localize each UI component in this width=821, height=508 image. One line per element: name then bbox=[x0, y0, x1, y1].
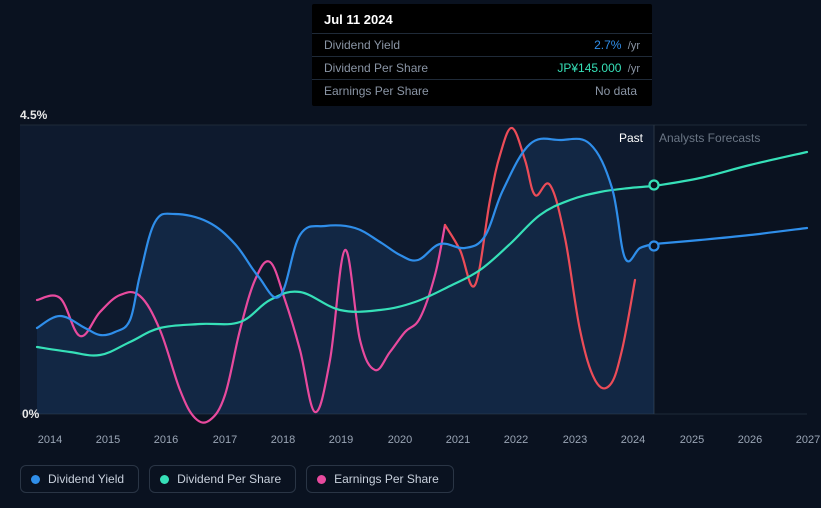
x-tick-label: 2027 bbox=[796, 434, 820, 446]
legend-label: Dividend Per Share bbox=[177, 472, 281, 486]
chart-tooltip: Jul 11 2024 Dividend Yield 2.7% /yr Divi… bbox=[312, 4, 652, 106]
tooltip-label: Dividend Per Share bbox=[324, 61, 428, 75]
y-tick-min: 0% bbox=[22, 407, 39, 421]
x-tick-label: 2021 bbox=[446, 434, 470, 446]
tooltip-unit: /yr bbox=[628, 40, 640, 52]
x-tick-label: 2019 bbox=[329, 434, 353, 446]
tooltip-value: JP¥145.000 bbox=[557, 61, 621, 75]
tooltip-value: 2.7% bbox=[594, 38, 621, 52]
chart-legend: Dividend Yield Dividend Per Share Earnin… bbox=[20, 465, 454, 493]
legend-item-yield[interactable]: Dividend Yield bbox=[20, 465, 139, 493]
x-tick-label: 2025 bbox=[680, 434, 704, 446]
x-tick-label: 2016 bbox=[154, 434, 178, 446]
x-tick-label: 2018 bbox=[271, 434, 295, 446]
section-label-forecast: Analysts Forecasts bbox=[659, 131, 760, 145]
x-tick-label: 2015 bbox=[96, 434, 120, 446]
x-tick-label: 2017 bbox=[213, 434, 237, 446]
legend-dot bbox=[317, 475, 326, 484]
legend-item-eps[interactable]: Earnings Per Share bbox=[306, 465, 454, 493]
legend-dot bbox=[160, 475, 169, 484]
tooltip-row-yield: Dividend Yield 2.7% /yr bbox=[312, 33, 652, 56]
dividend-chart: 4.5% 0% 2014 2015 2016 2017 2018 2019 2020 2021… bbox=[0, 0, 821, 508]
x-tick-label: 2020 bbox=[388, 434, 412, 446]
legend-dot bbox=[31, 475, 40, 484]
legend-label: Dividend Yield bbox=[48, 472, 124, 486]
tooltip-label: Earnings Per Share bbox=[324, 84, 429, 98]
tooltip-date: Jul 11 2024 bbox=[312, 12, 652, 33]
tooltip-label: Dividend Yield bbox=[324, 38, 400, 52]
legend-label: Earnings Per Share bbox=[334, 472, 439, 486]
x-tick-label: 2026 bbox=[738, 434, 762, 446]
x-tick-label: 2023 bbox=[563, 434, 587, 446]
legend-item-dps[interactable]: Dividend Per Share bbox=[149, 465, 296, 493]
y-tick-max: 4.5% bbox=[20, 108, 47, 122]
x-tick-label: 2014 bbox=[38, 434, 62, 446]
x-tick-label: 2022 bbox=[504, 434, 528, 446]
tooltip-row-eps: Earnings Per Share No data bbox=[312, 79, 652, 102]
section-label-past: Past bbox=[619, 131, 643, 145]
x-tick-label: 2024 bbox=[621, 434, 645, 446]
tooltip-unit: /yr bbox=[628, 63, 640, 75]
tooltip-value: No data bbox=[595, 84, 637, 98]
tooltip-row-dps: Dividend Per Share JP¥145.000 /yr bbox=[312, 56, 652, 79]
